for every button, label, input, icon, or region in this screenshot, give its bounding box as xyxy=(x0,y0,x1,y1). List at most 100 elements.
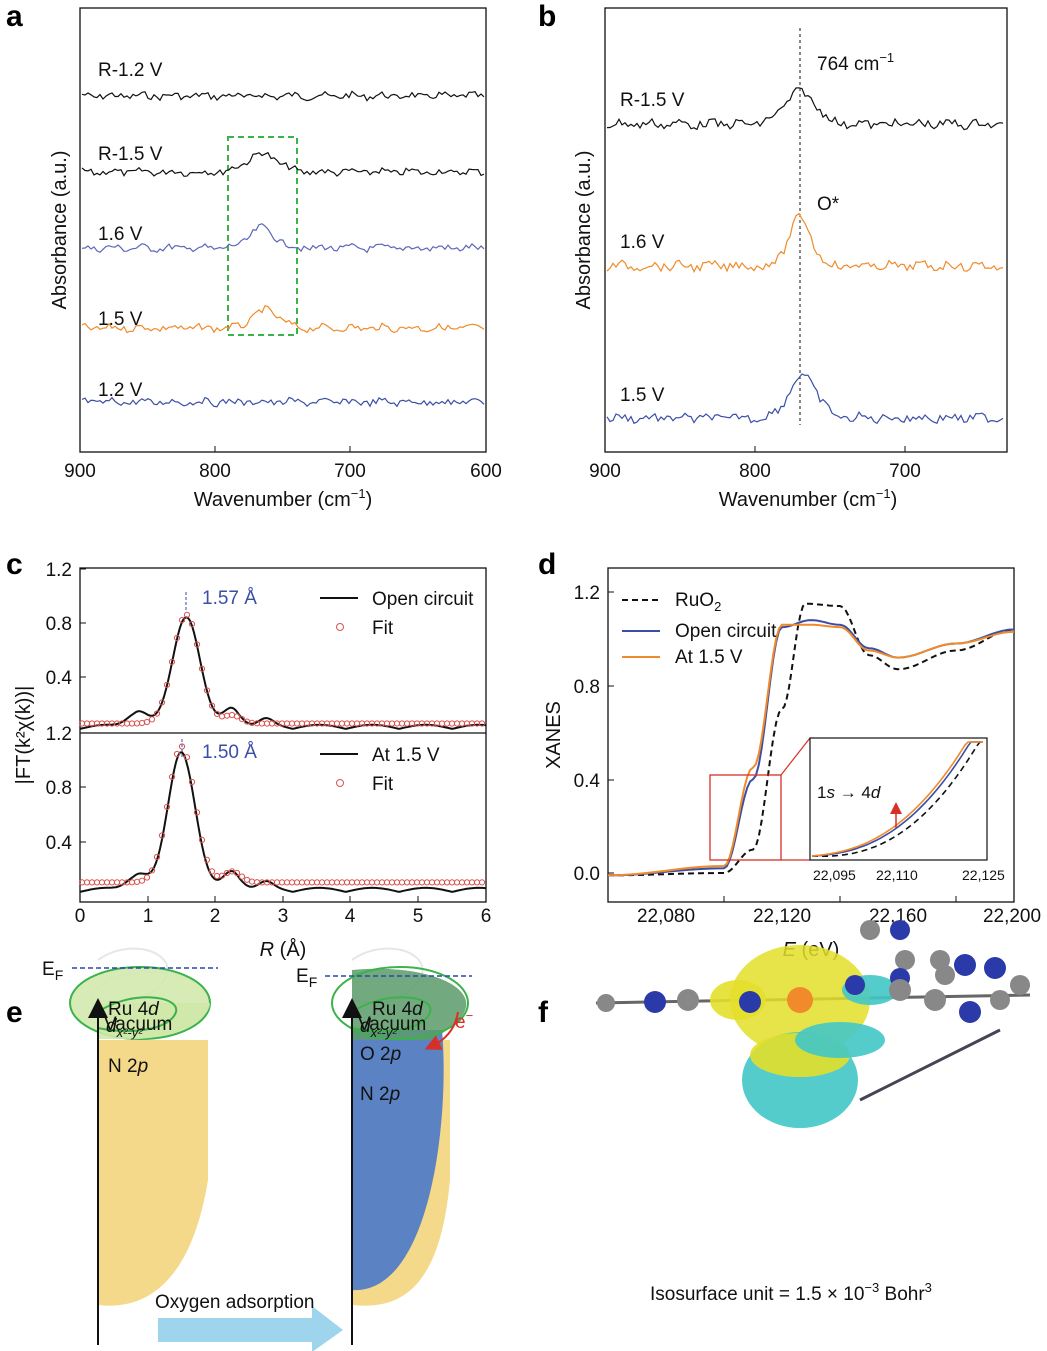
dx2y2-orbital xyxy=(97,996,178,1033)
nitrogen-atom xyxy=(644,991,666,1013)
panel-d-xtick: 22,160 xyxy=(869,906,927,927)
legend-label: Fit xyxy=(372,618,394,639)
fit-point xyxy=(298,720,306,727)
electron-transfer-arrow xyxy=(424,1011,459,1050)
trace-label: 1.5 V xyxy=(98,309,143,330)
legend-label: Fit xyxy=(372,774,394,795)
fit-point xyxy=(333,879,341,886)
fit-point xyxy=(448,879,456,886)
panel-c-xtick: 6 xyxy=(481,906,492,927)
fit-point xyxy=(248,878,256,885)
panel-c-ylabel: |FT(k²χ(k))| xyxy=(13,686,35,785)
fit-point xyxy=(188,778,196,786)
fit-point xyxy=(138,719,146,727)
ef-sub: F xyxy=(309,974,318,990)
fit-point xyxy=(158,699,166,706)
legend-sub: 2 xyxy=(714,599,721,614)
inset-curve xyxy=(811,741,983,857)
ef-sub: F xyxy=(55,967,64,983)
fit-point xyxy=(148,716,156,723)
peak-sup: −1 xyxy=(879,50,894,65)
fit-point xyxy=(453,879,461,886)
fit-point xyxy=(283,720,291,727)
fit-point xyxy=(218,872,226,879)
panel-d-xtick: 22,080 xyxy=(637,906,695,927)
fit-point xyxy=(338,879,346,886)
fit-point xyxy=(403,720,411,727)
ru-d: d xyxy=(412,999,424,1020)
fit-point xyxy=(293,879,301,886)
fit-point xyxy=(288,720,296,727)
panel-f-label: f xyxy=(538,996,549,1029)
panel-a-xticks xyxy=(79,446,487,452)
fit-point xyxy=(348,879,356,886)
fit-point xyxy=(153,710,161,717)
n-main: N 2 xyxy=(360,1084,390,1105)
ru-d: d xyxy=(148,999,160,1020)
ef-main: E xyxy=(42,959,55,980)
xlabel-main: Wavenumber (cm xyxy=(719,489,876,511)
fit-point xyxy=(378,879,386,886)
trace-label: 1.6 V xyxy=(620,232,665,253)
n-p: p xyxy=(389,1084,401,1105)
fit-point xyxy=(393,879,401,886)
fit-point xyxy=(388,879,396,886)
fit-point xyxy=(143,874,151,881)
e-sup: − xyxy=(466,1008,474,1023)
fit-point xyxy=(443,720,451,727)
panel-b-frame xyxy=(604,7,1008,453)
panel-e-label: e xyxy=(6,996,23,1029)
panel-b-xtick: 900 xyxy=(589,461,621,482)
fit-point xyxy=(148,867,156,874)
iso-sup: −3 xyxy=(864,1280,879,1295)
panel-c-xtick: 0 xyxy=(75,906,86,927)
trace-label: R-1.2 V xyxy=(98,60,163,81)
fit-point xyxy=(128,720,136,727)
fit-point xyxy=(108,879,116,886)
carbon-atom xyxy=(924,989,946,1011)
panel-a-xlabel: Wavenumber (cm−1) xyxy=(194,486,373,511)
fit-point xyxy=(163,681,171,688)
panel-c-ticks xyxy=(79,568,419,902)
fit-point xyxy=(208,702,216,709)
xlabel-main: Wavenumber (cm xyxy=(194,489,351,511)
panel-a-xtick: 900 xyxy=(64,461,96,482)
fit-point xyxy=(268,720,276,727)
fit-point xyxy=(453,720,461,727)
ru-main: Ru 4 xyxy=(108,999,149,1020)
isosurface-cyan xyxy=(795,1022,885,1058)
fit-point xyxy=(353,720,361,727)
fit-point xyxy=(458,879,466,886)
fit-point xyxy=(338,720,346,727)
n-label-right: N 2p xyxy=(360,1084,400,1105)
fit-point xyxy=(318,879,326,886)
xanes-At-1.5-V xyxy=(607,623,1015,877)
o-p: p xyxy=(390,1044,402,1065)
panel-d-ylabel: XANES xyxy=(543,701,565,769)
fit-point xyxy=(158,832,166,839)
panel-a-label: a xyxy=(6,0,23,33)
panel-c-frame xyxy=(79,567,487,903)
fit-point xyxy=(383,879,391,886)
fit-point xyxy=(443,879,451,886)
carbon-atom xyxy=(895,950,915,970)
fit-point xyxy=(198,836,206,844)
fit-point xyxy=(103,879,111,886)
inset-1: 1 xyxy=(817,783,826,802)
ru4d-band-right xyxy=(352,968,467,1040)
fit-point xyxy=(183,611,191,618)
d-main: d xyxy=(106,1016,118,1037)
fit-point xyxy=(198,665,206,672)
fit-point xyxy=(358,879,366,886)
fit-point xyxy=(333,720,341,727)
fit-point xyxy=(133,720,141,727)
fit-point xyxy=(213,710,221,718)
carbon-atom xyxy=(677,989,699,1011)
fit-point xyxy=(353,879,361,886)
fit-point xyxy=(238,716,246,723)
fit-point xyxy=(373,879,381,886)
fit-point xyxy=(113,879,121,886)
spectrum-1.2-V xyxy=(81,396,485,408)
panel-b-xlabel: Wavenumber (cm−1) xyxy=(719,486,898,511)
panel-c-ytick: 0.4 xyxy=(46,833,73,854)
